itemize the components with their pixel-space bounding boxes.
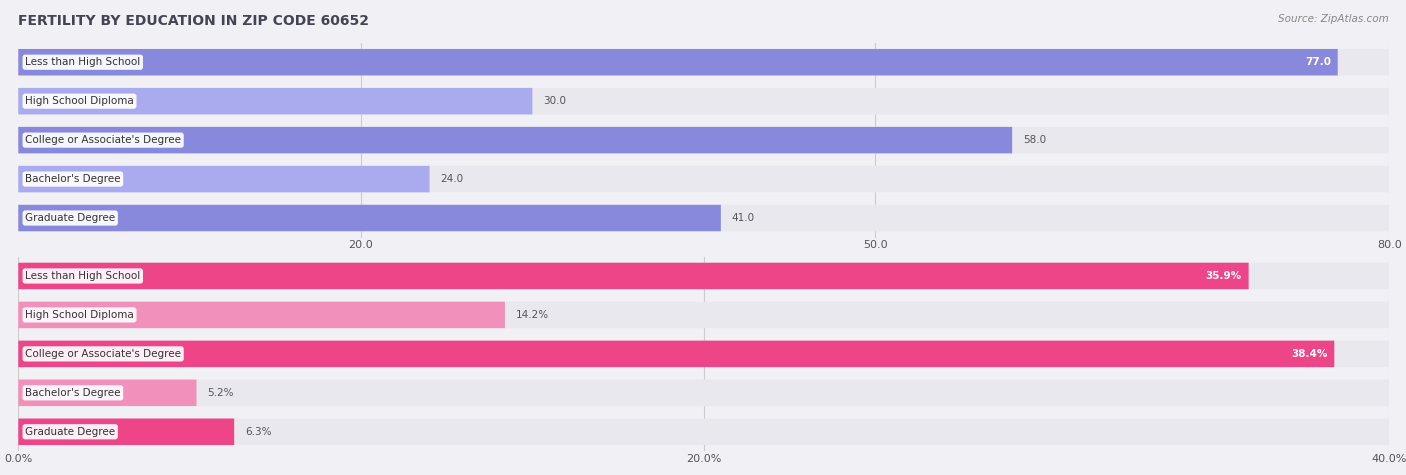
- Text: College or Associate's Degree: College or Associate's Degree: [25, 349, 181, 359]
- Text: Bachelor's Degree: Bachelor's Degree: [25, 174, 121, 184]
- Text: Bachelor's Degree: Bachelor's Degree: [25, 388, 121, 398]
- Text: Source: ZipAtlas.com: Source: ZipAtlas.com: [1278, 14, 1389, 24]
- Text: College or Associate's Degree: College or Associate's Degree: [25, 135, 181, 145]
- FancyBboxPatch shape: [18, 302, 505, 328]
- FancyBboxPatch shape: [18, 341, 1334, 367]
- Text: Less than High School: Less than High School: [25, 57, 141, 67]
- FancyBboxPatch shape: [18, 380, 1389, 406]
- Text: 5.2%: 5.2%: [208, 388, 233, 398]
- FancyBboxPatch shape: [18, 263, 1249, 289]
- FancyBboxPatch shape: [18, 166, 1389, 192]
- FancyBboxPatch shape: [18, 418, 235, 445]
- FancyBboxPatch shape: [18, 49, 1389, 76]
- Text: Graduate Degree: Graduate Degree: [25, 213, 115, 223]
- Text: 58.0: 58.0: [1024, 135, 1046, 145]
- FancyBboxPatch shape: [18, 88, 533, 114]
- FancyBboxPatch shape: [18, 127, 1389, 153]
- Text: 38.4%: 38.4%: [1291, 349, 1327, 359]
- FancyBboxPatch shape: [18, 166, 430, 192]
- FancyBboxPatch shape: [18, 341, 1389, 367]
- Text: High School Diploma: High School Diploma: [25, 96, 134, 106]
- FancyBboxPatch shape: [18, 127, 1012, 153]
- Text: High School Diploma: High School Diploma: [25, 310, 134, 320]
- Text: 77.0: 77.0: [1305, 57, 1331, 67]
- FancyBboxPatch shape: [18, 205, 1389, 231]
- FancyBboxPatch shape: [18, 205, 721, 231]
- FancyBboxPatch shape: [18, 88, 1389, 114]
- Text: 35.9%: 35.9%: [1205, 271, 1241, 281]
- Text: 6.3%: 6.3%: [245, 427, 271, 437]
- Text: 41.0: 41.0: [731, 213, 755, 223]
- FancyBboxPatch shape: [18, 302, 1389, 328]
- Text: 30.0: 30.0: [543, 96, 567, 106]
- Text: 24.0: 24.0: [440, 174, 464, 184]
- Text: FERTILITY BY EDUCATION IN ZIP CODE 60652: FERTILITY BY EDUCATION IN ZIP CODE 60652: [18, 14, 370, 28]
- FancyBboxPatch shape: [18, 263, 1389, 289]
- Text: 14.2%: 14.2%: [516, 310, 548, 320]
- Text: Less than High School: Less than High School: [25, 271, 141, 281]
- Text: Graduate Degree: Graduate Degree: [25, 427, 115, 437]
- FancyBboxPatch shape: [18, 49, 1337, 76]
- FancyBboxPatch shape: [18, 380, 197, 406]
- FancyBboxPatch shape: [18, 418, 1389, 445]
